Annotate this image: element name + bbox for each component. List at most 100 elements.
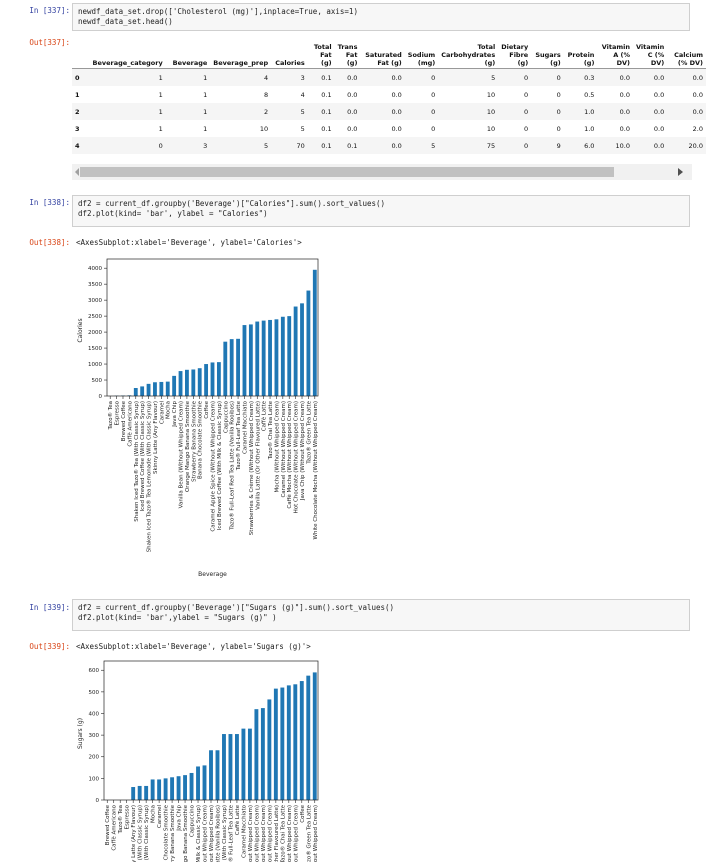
y-tick-label: 400 (89, 711, 100, 717)
table-cell: 0.0 (632, 68, 668, 86)
bar (183, 775, 188, 800)
y-tick-label: 100 (89, 776, 100, 782)
table-cell: 0.0 (597, 68, 633, 86)
x-tick-label: Tazo® Chai Tea Latte (267, 400, 274, 460)
bar (274, 319, 279, 396)
bar (209, 750, 213, 800)
table-output: Beverage_category Beverage Beverage_prep Ca… (72, 42, 706, 162)
column-header: Beverage (165, 42, 211, 69)
bar (286, 685, 291, 800)
table-cell: 0 (498, 68, 532, 86)
index-header (72, 42, 90, 69)
bar (247, 728, 252, 800)
table-cell: 1 (89, 103, 166, 120)
x-tick-label: Tazo® Full-Leaf Red Tea Latte (Vanilla R… (229, 401, 236, 531)
x-tick-label: Caffè Mocha (Without Whipped Cream) (286, 401, 293, 509)
x-tick-label: Espresso (115, 400, 121, 425)
table-cell: 0.0 (347, 124, 358, 133)
x-tick-label: Tazo® Full-Leaf Tea Latte (235, 400, 242, 471)
column-header: Total Fat (g) (307, 42, 335, 69)
x-tick-label: Caramel (Without Whipped Cream) (281, 401, 287, 498)
table-cell: 4 (300, 90, 305, 99)
scrollbar[interactable] (72, 164, 692, 180)
code-line: newdf_data_set.drop(['Cholesterol (mg)']… (78, 7, 358, 16)
bar (196, 766, 200, 800)
bar (204, 364, 209, 396)
table-cell: 0.0 (692, 90, 703, 99)
table-row: 4 0 3 5 70 0.1 0.1 0.0 5 75 0 9 6.0 10.0 0.0 20.0 (72, 137, 706, 154)
bar (287, 316, 292, 396)
x-tick-label: Caramel Apple Spice (Without Whipped Cre… (211, 401, 217, 532)
x-tick-label: Caffè Americano (126, 400, 133, 446)
table-cell: 0.1 (307, 68, 335, 86)
bar (131, 787, 136, 800)
table-row: 1 1 1 8 4 0.1 0.0 0.0 0 10 0 0 0.5 0.0 0.0 0.0 (72, 86, 706, 103)
table-cell: 0.1 (321, 90, 332, 99)
x-tick-label: Vanilla Latte (Or Other Flavoured Latte) (255, 401, 261, 510)
x-tick-label: Orange Mango Banana Smoothie (185, 400, 191, 492)
x-tick-label: Caffè Mocha (Without Whipped Cream) (286, 805, 293, 862)
bar-chart: 0 100 200 300 400 500 600 Brewed Coffee Caffè Am… (77, 660, 319, 862)
bar (178, 371, 183, 396)
x-tick-label: Caffè Americano (111, 804, 118, 850)
bar (248, 324, 253, 396)
table-cell: 0.0 (632, 137, 668, 154)
x-tick-label: Hot Chocolate (Without Whipped Cream) (248, 805, 254, 862)
bar (261, 320, 266, 396)
x-tick-label: Skinny Latte (Any Flavour) (131, 805, 137, 862)
bar (163, 778, 168, 800)
y-tick-label: 2500 (88, 314, 102, 320)
x-tick-label: Cappuccino (223, 400, 229, 433)
y-tick-label: 600 (89, 668, 100, 674)
table-cell: 0.1 (334, 137, 361, 154)
table-cell: 0.1 (307, 137, 335, 154)
table-cell: 1 (203, 124, 208, 133)
table-cell: 0.0 (334, 68, 361, 86)
bar (293, 306, 298, 396)
table-cell: 1 (165, 68, 211, 86)
y-tick-label: 0 (99, 394, 103, 400)
table-cell: 0 (556, 124, 561, 133)
column-header: Beverage_prep (210, 42, 272, 69)
x-tick-label: Coffee (204, 400, 210, 418)
x-tick-label: Java Chip (Without Whipped Cream) (300, 401, 306, 501)
bar (268, 319, 272, 396)
x-tick-label: Tazo® Full-Leaf Tea Latte (227, 804, 234, 862)
code-cell[interactable]: df2 = current_df.groupby('Beverage')["Ca… (72, 195, 690, 227)
bar (234, 734, 239, 800)
bar (216, 362, 221, 396)
x-tick-label: Caramel (157, 805, 163, 829)
x-axis-label: Beverage (198, 571, 227, 578)
scroll-thumb[interactable] (80, 167, 614, 177)
y-tick-label: 0 (96, 798, 100, 804)
table-cell: 0.0 (667, 103, 706, 120)
x-tick-label: White Chocolate Mocha (Without Whipped C… (313, 805, 319, 862)
bar (306, 290, 311, 396)
table-cell: 10 (486, 90, 496, 99)
table-cell: 5 (300, 124, 305, 133)
table-cell: 9 (531, 137, 564, 154)
x-tick-label: Iced Brewed Coffee (With Classic Syrup) (138, 805, 144, 862)
column-header: Vitamin A (% DV) (597, 42, 633, 69)
code-cell[interactable]: df2 = current_df.groupby('Beverage')["Su… (72, 599, 690, 631)
bar (241, 728, 246, 800)
bar (170, 777, 175, 800)
table-cell: 2 (210, 103, 272, 120)
bar (215, 750, 220, 800)
table-cell: 4 (210, 68, 272, 86)
bar (133, 388, 138, 396)
x-tick-label: Tazo® Chai Tea Latte (279, 804, 286, 862)
output-text: <AxesSubplot:xlabel='Beverage', ylabel='… (76, 642, 311, 651)
x-tick-label: Skinny Latte (Any Flavour) (153, 401, 159, 474)
bar (267, 699, 272, 800)
y-tick-label: 2000 (88, 330, 102, 336)
bar (280, 316, 285, 396)
table-cell: 3 (271, 68, 308, 86)
code-line: df2 = current_df.groupby('Beverage')["Ca… (78, 199, 386, 208)
x-tick-label: Strawberry Banana Smoothie (191, 400, 197, 481)
table-cell: 0.1 (307, 103, 335, 120)
code-cell[interactable]: newdf_data_set.drop(['Cholesterol (mg)']… (72, 3, 690, 31)
code-line: newdf_data_set.head() (78, 17, 173, 26)
table-cell: 0 (531, 103, 564, 120)
